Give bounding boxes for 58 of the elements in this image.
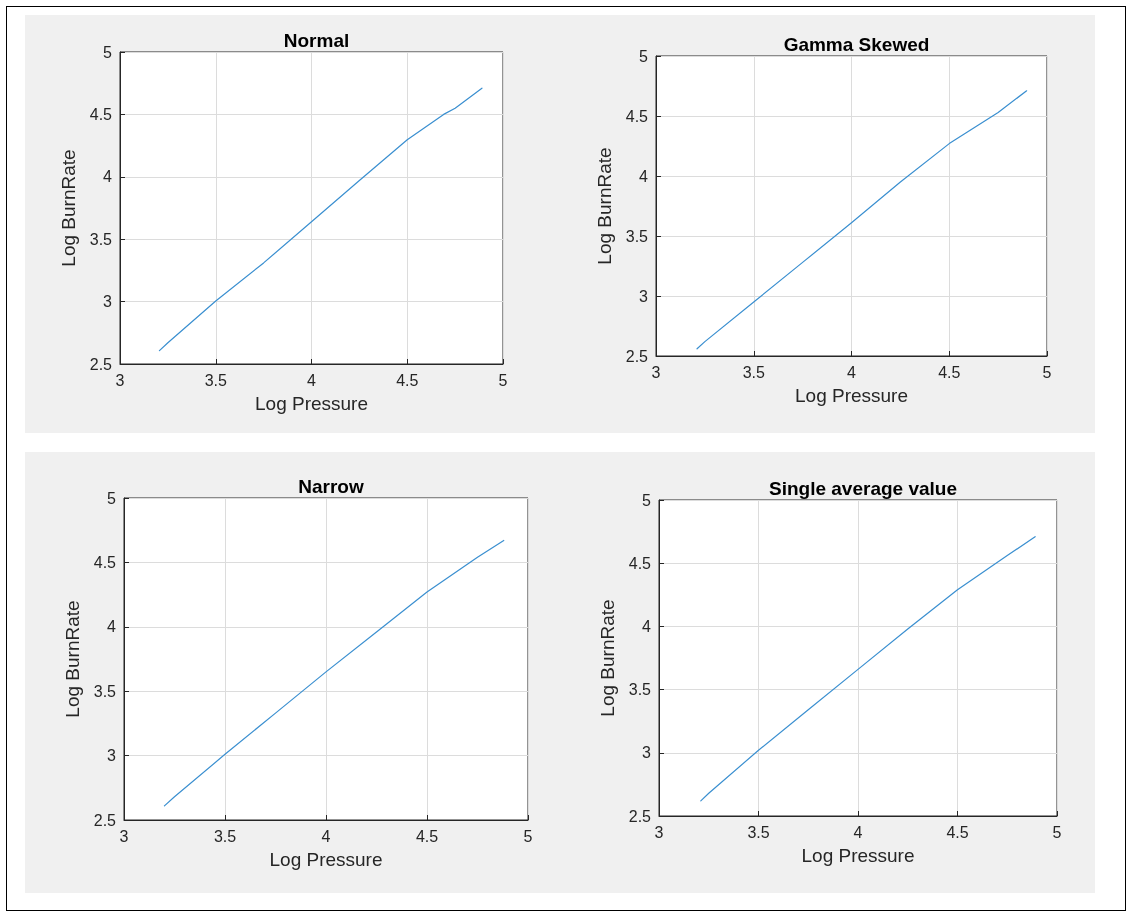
y-tick-label: 3	[639, 287, 649, 305]
y-tick-label: 4.5	[625, 107, 649, 125]
y-tick-label: 3	[642, 744, 652, 762]
line-series	[158, 87, 483, 352]
x-tick-label: 3.5	[742, 363, 765, 381]
x-tick-label: 4	[853, 823, 863, 841]
x-tick-label: 5	[498, 371, 508, 389]
x-tick-label: 3.5	[213, 827, 237, 845]
y-tick-label: 4.5	[89, 105, 113, 123]
x-tick-label: 4.5	[938, 363, 961, 381]
y-tick-label: 5	[107, 489, 117, 507]
x-tick-label: 4	[847, 363, 857, 381]
x-axis-title: Log Pressure	[801, 845, 915, 866]
x-tick-label: 4.5	[946, 823, 969, 841]
y-tick-label: 4	[642, 617, 652, 635]
chart-title: Normal	[283, 30, 350, 51]
x-tick-label: 5	[1042, 363, 1052, 381]
y-axis-title: Log BurnRate	[594, 147, 615, 265]
x-tick-label: 4.5	[415, 827, 439, 845]
line-series	[696, 90, 1028, 350]
x-tick-label: 5	[1052, 823, 1062, 841]
x-tick-label: 3	[654, 823, 664, 841]
y-tick-label: 3	[107, 747, 117, 765]
y-tick-label: 4.5	[628, 554, 652, 572]
line-series	[163, 539, 505, 807]
x-tick-label: 4.5	[396, 371, 419, 389]
y-axis-title: Log BurnRate	[58, 149, 79, 267]
chart-title: Single average value	[769, 478, 957, 499]
y-tick-label: 2.5	[93, 811, 117, 829]
y-tick-label: 4	[103, 168, 113, 186]
x-axis-title: Log Pressure	[269, 849, 383, 870]
x-axis-title: Log Pressure	[254, 393, 369, 414]
chart-title: Gamma Skewed	[783, 34, 930, 55]
y-tick-label: 4.5	[93, 553, 117, 571]
chart-title: Narrow	[298, 476, 364, 497]
x-tick-label: 5	[523, 827, 533, 845]
y-tick-label: 4	[107, 618, 117, 636]
y-tick-label: 2.5	[89, 355, 113, 373]
x-tick-label: 3.5	[204, 371, 227, 389]
y-tick-label: 3.5	[89, 230, 113, 248]
y-tick-label: 5	[103, 43, 113, 61]
y-tick-label: 3.5	[93, 682, 117, 700]
y-tick-label: 5	[639, 47, 649, 65]
y-axis-title: Log BurnRate	[62, 600, 83, 718]
x-tick-label: 4	[321, 827, 331, 845]
y-tick-label: 3.5	[628, 681, 652, 699]
y-tick-label: 3	[103, 293, 113, 311]
x-tick-label: 4	[307, 371, 317, 389]
x-axis-title: Log Pressure	[794, 385, 909, 406]
y-axis-title: Log BurnRate	[597, 599, 618, 717]
y-tick-label: 4	[639, 167, 649, 185]
y-tick-label: 2.5	[625, 347, 649, 365]
y-tick-label: 2.5	[628, 807, 652, 825]
line-series	[700, 536, 1036, 802]
x-tick-label: 3.5	[747, 823, 770, 841]
x-tick-label: 3	[119, 827, 129, 845]
y-tick-label: 5	[642, 491, 652, 509]
y-tick-label: 3.5	[625, 227, 649, 245]
